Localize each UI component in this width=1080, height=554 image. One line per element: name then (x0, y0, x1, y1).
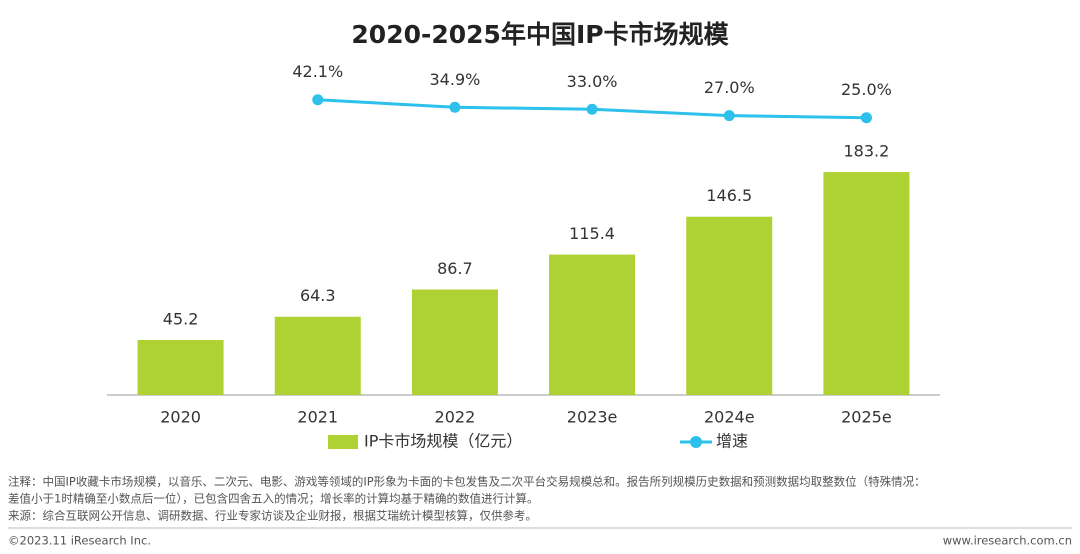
x-tick-label: 2024e (704, 408, 755, 427)
legend-label: IP卡市场规模（亿元） (364, 432, 522, 451)
bar (137, 339, 224, 395)
line-point (723, 110, 735, 122)
value-label: 25.0% (841, 80, 892, 99)
legend-label: 增速 (716, 432, 748, 451)
x-tick-label: 2020 (160, 408, 201, 427)
legend-swatch (690, 436, 702, 448)
line-point (860, 112, 872, 124)
bar (823, 172, 910, 395)
value-label: 115.4 (569, 224, 615, 243)
value-label: 34.9% (430, 70, 481, 89)
line-point (312, 94, 324, 106)
bar (274, 316, 361, 395)
x-tick-label: 2021 (297, 408, 338, 427)
chart-title: 2020-2025年中国IP卡市场规模 (351, 20, 729, 49)
copyright: ©2023.11 iResearch Inc. (8, 534, 151, 548)
line-point (586, 103, 598, 115)
legend-swatch (328, 435, 358, 449)
value-label: 27.0% (704, 78, 755, 97)
value-label: 86.7 (437, 259, 473, 278)
note: 注释：中国IP收藏卡市场规模，以音乐、二次元、电影、游戏等领域的IP形象为卡面的… (8, 475, 926, 489)
x-tick-label: 2023e (567, 408, 618, 427)
value-label: 45.2 (163, 309, 199, 328)
bar (686, 216, 773, 395)
value-label: 64.3 (300, 286, 336, 305)
value-label: 183.2 (844, 142, 890, 161)
url: www.iresearch.com.cn (943, 534, 1072, 548)
value-label: 42.1% (292, 62, 343, 81)
bar (411, 289, 498, 395)
line-point (449, 101, 461, 113)
note: 差值小于1时精确至小数点后一位），已包含四舍五入的情况；增长率的计算均基于精确的… (8, 492, 539, 506)
value-label: 146.5 (706, 186, 752, 205)
x-tick-label: 2022 (435, 408, 476, 427)
note: 来源：综合互联网公开信息、调研数据、行业专家访谈及企业财报，根据艾瑞统计模型核算… (8, 509, 537, 523)
value-label: 33.0% (567, 72, 618, 91)
x-tick-label: 2025e (841, 408, 892, 427)
bar (549, 254, 636, 395)
